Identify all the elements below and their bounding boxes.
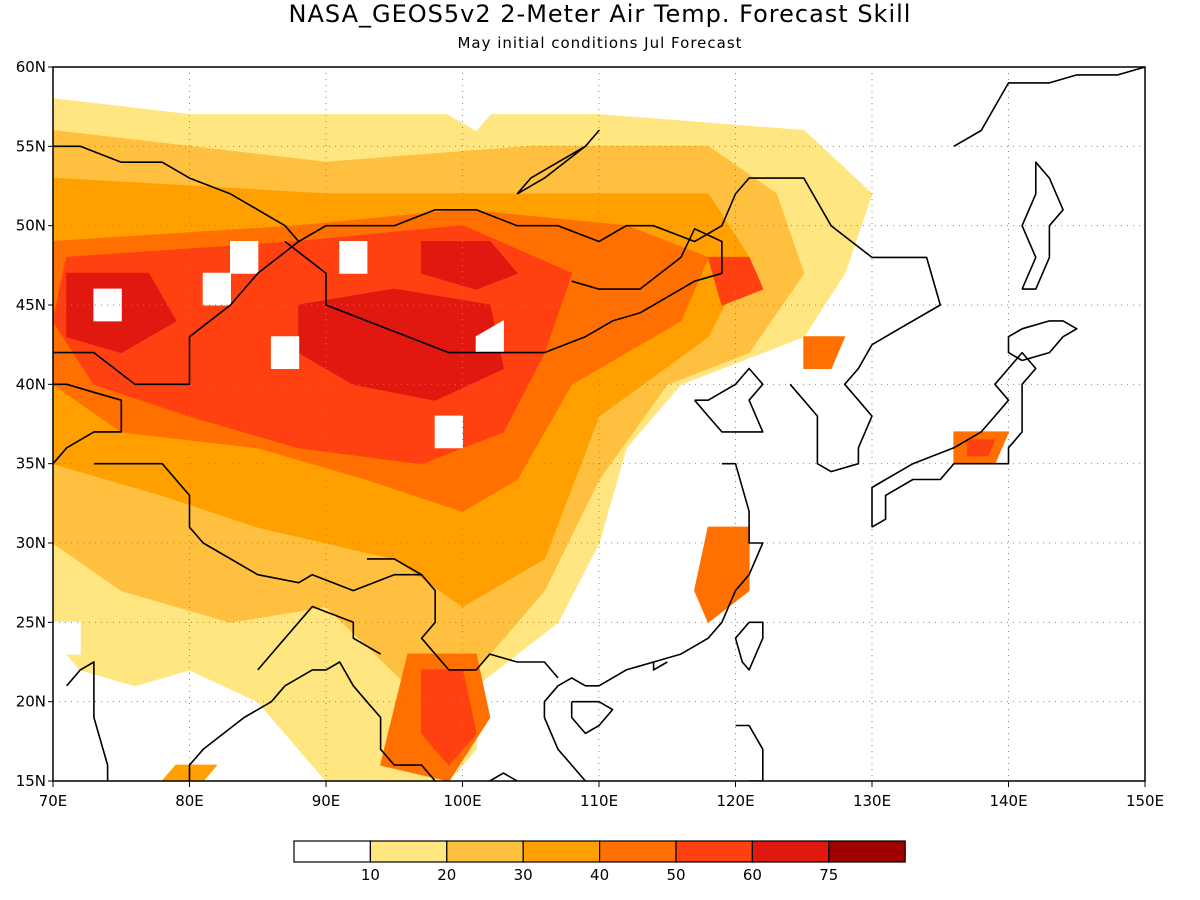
legend-swatch [751, 840, 830, 863]
coastline-20 [516, 129, 600, 195]
coastline-19 [366, 558, 423, 576]
coastline-13 [188, 661, 436, 781]
lat-tick-label: 30N [16, 534, 46, 552]
legend-swatch [446, 840, 524, 863]
lat-tick-label: 55N [16, 137, 46, 155]
coastline-10 [570, 700, 614, 735]
longitude-ticks: 70E 80E 90E 100E 110E 120E 130E 140E 150E [39, 781, 1164, 810]
coastline-0 [53, 177, 942, 386]
legend-label: 30 [514, 866, 533, 884]
skill-region-19 [434, 415, 463, 449]
skill-region-18 [270, 336, 300, 369]
legend-label: 10 [361, 866, 380, 884]
lon-tick-label: 130E [853, 792, 891, 810]
skill-region-10 [967, 439, 996, 457]
lon-tick-label: 70E [39, 792, 68, 810]
legend-label: 20 [437, 866, 456, 884]
skill-region-21 [202, 272, 231, 306]
lon-tick-label: 90E [312, 792, 341, 810]
lat-tick-label: 40N [16, 375, 46, 393]
color-legend: 10 20 30 40 50 60 75 [293, 840, 906, 884]
coastline-21 [53, 145, 300, 243]
coastline-8 [953, 67, 1145, 147]
lon-tick-label: 140E [989, 792, 1027, 810]
skill-region-5 [298, 288, 504, 401]
map-subtitle: May initial conditions Jul Forecast [457, 34, 743, 52]
coastline-1 [284, 228, 723, 354]
lon-tick-label: 120E [716, 792, 754, 810]
skill-region-24 [448, 82, 504, 131]
legend-label: 40 [590, 866, 609, 884]
legend-swatch [598, 840, 677, 863]
lat-tick-label: 25N [16, 613, 46, 631]
coastline-17 [53, 383, 123, 465]
lon-tick-label: 150E [1126, 792, 1164, 810]
skill-region-17 [339, 241, 368, 274]
coastline-18 [257, 605, 382, 671]
lat-tick-label: 50N [16, 217, 46, 235]
lat-tick-label: 45N [16, 296, 46, 314]
lat-tick-label: 20N [16, 693, 46, 711]
skill-region-20 [230, 241, 259, 274]
coastline-7 [1021, 161, 1064, 290]
coastline-6 [1007, 320, 1078, 362]
coastline-16 [93, 462, 559, 679]
lon-tick-label: 80E [175, 792, 204, 810]
coastline-15 [489, 772, 518, 781]
legend-label: 75 [819, 866, 838, 884]
skill-region-23 [53, 621, 81, 655]
legend-swatch [293, 840, 372, 863]
legend-swatch [522, 840, 601, 863]
latitude-ticks: 15N 20N 25N 30N 35N 40N 45N 50N 55N 60N [16, 58, 53, 790]
coastline-5 [871, 351, 1037, 528]
legend-swatch [828, 840, 906, 863]
coastline-9 [734, 621, 764, 671]
lat-tick-label: 15N [16, 772, 46, 790]
lat-tick-label: 60N [16, 58, 46, 76]
coastline-11 [735, 724, 764, 781]
lat-tick-label: 35N [16, 455, 46, 473]
coastline-2 [693, 367, 764, 433]
legend-swatch [675, 840, 754, 863]
grid-lines [53, 67, 1145, 781]
coastline-12 [66, 661, 109, 781]
legend-label: 50 [666, 866, 685, 884]
skill-region-7 [421, 241, 518, 290]
map-title: NASA_GEOS5v2 2-Meter Air Temp. Forecast … [288, 0, 912, 28]
skill-region-14 [803, 336, 846, 369]
coastline-22 [652, 661, 668, 671]
lon-tick-label: 100E [443, 792, 481, 810]
coastline-4 [789, 344, 873, 473]
coastlines-layer [53, 67, 1145, 781]
lon-tick-label: 110E [580, 792, 618, 810]
legend-swatch [369, 840, 448, 863]
legend-label: 60 [743, 866, 762, 884]
skill-shading-layer [53, 82, 1009, 781]
